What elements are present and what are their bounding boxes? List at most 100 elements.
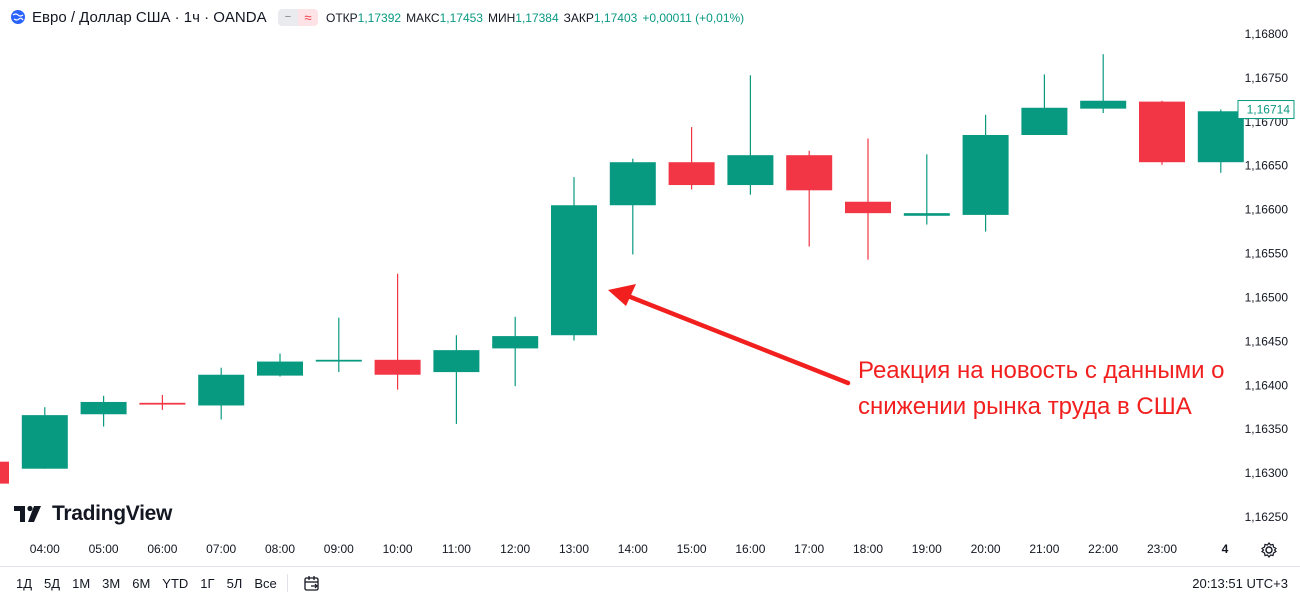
annotation-text: Реакция на новость с данными о снижении … xyxy=(858,353,1278,425)
time-tick-label: 4 xyxy=(1222,542,1229,556)
range-buttons: 1Д 5Д 1М 3М 6М YTD 1Г 5Л Все xyxy=(10,576,283,591)
range-button[interactable]: 3М xyxy=(102,576,121,591)
time-tick-label: 18:00 xyxy=(853,542,883,556)
current-price-box xyxy=(1237,100,1295,120)
open-value: 1,17392 xyxy=(357,11,402,25)
time-tick-label: 04:00 xyxy=(30,542,60,556)
bottom-toolbar: 1Д 5Д 1М 3М 6М YTD 1Г 5Л Все 20:13:51 UTC+3 xyxy=(0,566,1300,600)
candle xyxy=(668,127,715,190)
price-tick-label: 1,16600 xyxy=(1245,203,1289,217)
candle-body xyxy=(668,162,715,186)
price-tick-label: 1,16450 xyxy=(1245,334,1289,348)
candle xyxy=(903,154,950,225)
time-tick-label: 08:00 xyxy=(265,542,295,556)
candle xyxy=(21,407,68,469)
tradingview-logo[interactable]: TradingView xyxy=(14,502,172,526)
candle-body xyxy=(139,402,186,405)
candle xyxy=(962,114,1009,232)
time-tick-label: 10:00 xyxy=(383,542,413,556)
range-button[interactable]: 5Д xyxy=(44,576,61,591)
symbol-title[interactable]: Евро / Доллар США · 1ч · OANDA xyxy=(32,9,267,26)
hide-button[interactable]: − xyxy=(278,9,298,26)
candle xyxy=(374,273,421,390)
range-button[interactable]: YTD xyxy=(162,576,189,591)
ohlc-values: ОТКР1,17392 МАКС1,17453 МИН1,17384 ЗАКР1… xyxy=(326,11,744,25)
time-tick-label: 22:00 xyxy=(1088,542,1118,556)
candle-body xyxy=(845,201,891,214)
price-tick-label: 1,16550 xyxy=(1245,247,1289,261)
candle-body xyxy=(786,155,833,191)
arrow-shaft xyxy=(625,293,851,386)
candle-body xyxy=(551,205,597,336)
range-button[interactable]: 1Д xyxy=(16,576,33,591)
candle xyxy=(845,138,891,260)
candle xyxy=(198,367,245,420)
candle xyxy=(551,177,597,341)
candle xyxy=(1139,100,1185,165)
price-tick-label: 1,16350 xyxy=(1245,422,1289,436)
annotation-arrow-layer xyxy=(608,284,851,386)
globe-icon xyxy=(11,10,25,24)
candle-body xyxy=(962,134,1009,215)
candle xyxy=(1080,54,1127,114)
time-tick-label: 21:00 xyxy=(1029,542,1059,556)
candle xyxy=(1021,74,1068,135)
clock-timezone[interactable]: 20:13:51 UTC+3 xyxy=(1192,576,1288,591)
candle xyxy=(609,158,656,255)
candle xyxy=(786,150,833,247)
annotation-line-2: снижении рынка труда в США xyxy=(858,393,1192,420)
candle-body xyxy=(21,415,68,469)
range-button[interactable]: 5Л xyxy=(226,576,243,591)
current-price-label: 1,16714 xyxy=(1247,103,1291,117)
compare-button[interactable]: ≈ xyxy=(298,9,318,26)
candle-body xyxy=(1080,100,1127,109)
candle xyxy=(315,317,362,373)
candle xyxy=(433,335,480,424)
time-tick-label: 15:00 xyxy=(677,542,707,556)
candle xyxy=(1197,109,1244,173)
candle xyxy=(492,316,539,387)
candle xyxy=(0,461,9,484)
time-tick-label: 17:00 xyxy=(794,542,824,556)
time-tick-label: 20:00 xyxy=(971,542,1001,556)
candle-body xyxy=(609,162,656,206)
candlestick-chart[interactable]: 1,168001,167501,167001,166501,166001,165… xyxy=(0,0,1300,566)
candle-body xyxy=(1021,107,1068,135)
range-button[interactable]: 1Г xyxy=(200,576,215,591)
close-label: ЗАКР xyxy=(563,11,594,25)
price-tick-label: 1,16500 xyxy=(1245,290,1289,304)
price-tick-label: 1,16300 xyxy=(1245,466,1289,480)
tradingview-logo-icon xyxy=(14,505,41,522)
arrow-head xyxy=(608,284,636,306)
candle-body xyxy=(492,336,539,349)
time-tick-label: 14:00 xyxy=(618,542,648,556)
range-button[interactable]: 1М xyxy=(72,576,91,591)
low-label: МИН xyxy=(487,11,516,25)
candle xyxy=(139,394,186,410)
candle-body xyxy=(80,401,127,415)
range-button[interactable]: 6М xyxy=(132,576,151,591)
candle-body xyxy=(257,361,303,376)
time-tick-label: 13:00 xyxy=(559,542,589,556)
open-label: ОТКР xyxy=(326,11,358,25)
calendar-goto-icon[interactable] xyxy=(302,574,322,594)
candle xyxy=(80,395,127,427)
annotation-arrow xyxy=(608,284,851,386)
close-value: 1,17403 xyxy=(593,11,638,25)
current-price-tag: 1,16714 xyxy=(1237,100,1295,120)
gear-icon[interactable] xyxy=(1260,541,1278,559)
range-button[interactable]: Все xyxy=(254,576,277,591)
time-tick-label: 12:00 xyxy=(500,542,530,556)
time-tick-label: 23:00 xyxy=(1147,542,1177,556)
price-tick-label: 1,16400 xyxy=(1245,378,1289,392)
change-value: +0,00011 (+0,01%) xyxy=(642,11,745,25)
candle-body xyxy=(198,374,245,406)
candle-body xyxy=(374,359,421,375)
candle-body xyxy=(1139,101,1185,163)
candle-body xyxy=(433,350,480,373)
time-tick-label: 11:00 xyxy=(442,542,471,556)
time-tick-label: 19:00 xyxy=(912,542,942,556)
candle xyxy=(257,353,303,377)
chart-header: Евро / Доллар США · 1ч · OANDA − ≈ ОТКР1… xyxy=(0,0,1300,34)
candle-body xyxy=(315,359,362,362)
